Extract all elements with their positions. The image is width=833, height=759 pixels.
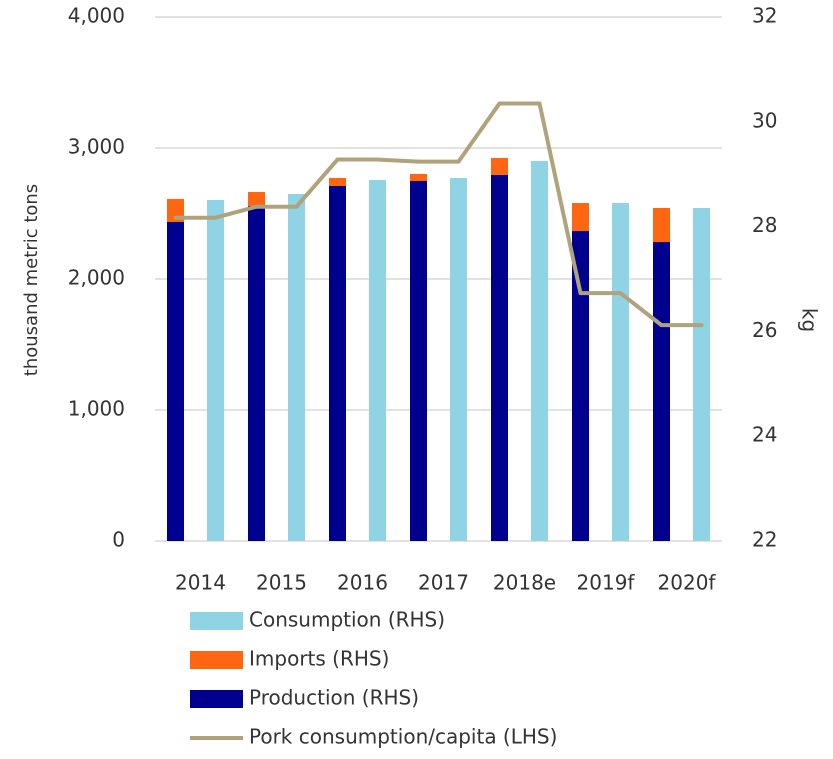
legend-swatch <box>190 690 243 708</box>
imports-bar <box>653 207 670 243</box>
line-connector <box>214 204 258 220</box>
y-tick-label: 4,000 <box>68 4 125 28</box>
production-bar <box>410 181 427 541</box>
x-tick-label: 2016 <box>337 571 388 595</box>
x-tick-label: 2017 <box>418 571 469 595</box>
production-bar <box>167 222 184 541</box>
consumption-bar <box>531 160 548 541</box>
imports-bar <box>410 173 427 182</box>
x-tick-label: 2019f <box>577 571 636 595</box>
line-connector <box>294 158 340 209</box>
y-tick-label: 1,000 <box>68 397 125 421</box>
y2-tick-label: 24 <box>752 423 777 447</box>
production-bar <box>329 185 346 542</box>
y-tick-label: 3,000 <box>68 135 125 159</box>
x-tick-label: 2014 <box>175 571 226 595</box>
y2-tick-label: 22 <box>752 528 777 552</box>
y-tick-label: 2,000 <box>68 266 125 290</box>
consumption-bar <box>450 177 467 541</box>
x-tick-label: 2020f <box>658 571 717 595</box>
imports-bar <box>572 203 589 232</box>
consumption-bar <box>612 203 629 541</box>
y-tick-label: 0 <box>112 528 125 552</box>
line-connector <box>619 291 663 327</box>
legend-label: Consumption (RHS) <box>249 608 445 632</box>
y2-tick-label: 30 <box>752 108 777 132</box>
consumption-bar <box>369 179 386 542</box>
production-bar <box>491 174 508 541</box>
legend-label: Imports (RHS) <box>249 647 389 671</box>
y2-tick-label: 32 <box>752 4 777 28</box>
y2-tick-label: 28 <box>752 213 777 237</box>
production-bar <box>653 242 670 542</box>
legend-swatch <box>190 612 243 630</box>
consumption-bar <box>207 200 224 541</box>
consumption-bar <box>288 193 305 541</box>
imports-bar <box>248 192 265 207</box>
legend-label: Production (RHS) <box>249 686 419 710</box>
legend-swatch <box>190 651 243 669</box>
production-bar <box>572 231 589 541</box>
y2-axis-label: kg <box>798 308 822 332</box>
line-connector <box>456 102 502 163</box>
line-connector <box>377 157 419 164</box>
line-connector <box>537 103 583 294</box>
imports-bar <box>329 177 346 186</box>
y2-tick-label: 26 <box>752 318 777 342</box>
x-tick-label: 2015 <box>256 571 307 595</box>
x-tick-label: 2018e <box>493 571 556 595</box>
production-bar <box>248 206 265 541</box>
consumption-bar <box>693 207 710 542</box>
imports-bar <box>491 157 508 175</box>
y-axis-label: thousand metric tons <box>21 184 42 376</box>
legend-label: Pork consumption/capita (LHS) <box>249 725 557 749</box>
